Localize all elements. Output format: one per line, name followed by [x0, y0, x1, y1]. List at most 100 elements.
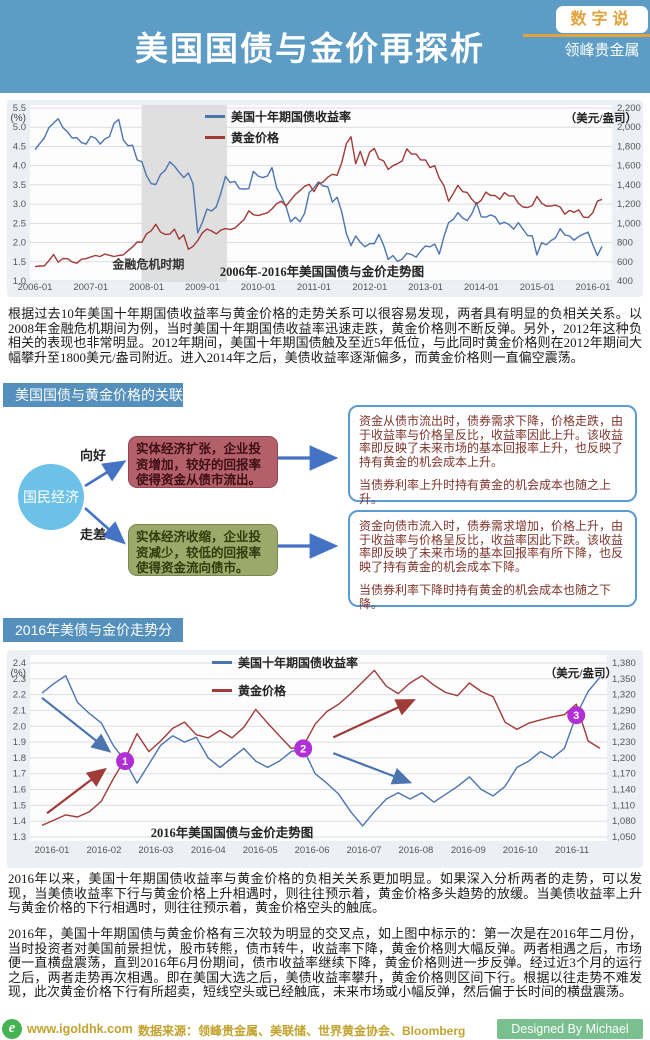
page-title: 美国国债与金价再探析 — [135, 32, 485, 68]
x-tick: 2008-01 — [129, 282, 164, 293]
cross-point-marker — [567, 706, 586, 725]
chart-2006-2016: 5.5 2,200 5.0 2,000 4.5 1,800 4.0 1,600 3.5 1,400… — [7, 100, 643, 297]
outflow-tail-text: 当债券利率上升时持有黄金的机会成本也随之上升。 — [359, 478, 612, 506]
x-tick: 2015-01 — [520, 282, 555, 293]
brand-name: 领峰贵金属 — [564, 43, 640, 59]
relation-diagram: 国民经济 向好 走差 实体经济扩张，企业投资增加，较好的回报率使得资金从债市流出… — [0, 405, 650, 612]
label-improve: 向好 — [80, 448, 107, 463]
cross-point-marker — [294, 739, 313, 758]
y-right-tick: 1,140 — [612, 785, 636, 796]
gold-line-swatch — [212, 689, 232, 692]
x-tick: 2016-09 — [451, 845, 486, 856]
x-tick: 2016-02 — [87, 845, 122, 856]
outflow-main-text: 资金从债市流出时，债券需求下降，价格走跌，由于收益率与价格呈反比，收益率因此上升… — [359, 414, 624, 469]
legend-label: 美国十年期国债收益率 — [231, 110, 352, 124]
inflow-tail-text: 当债券利率下降时持有黄金的机会成本也随之下降。 — [359, 583, 612, 611]
y-right-tick: 1,400 — [617, 180, 641, 191]
y-left-tick: 4.5 — [13, 141, 26, 152]
x-tick: 2016-04 — [191, 845, 226, 856]
y-right-tick: 1,800 — [617, 141, 641, 152]
y-right-tick: 1,600 — [617, 161, 641, 172]
arrow-good-icon — [84, 460, 127, 488]
y-right-tick: 1,380 — [612, 658, 636, 669]
x-tick: 2011-01 — [297, 282, 331, 293]
y-left-tick: 2.0 — [13, 721, 26, 732]
footer: e www.igoldhk.com 数据来源：领峰贵金属、美联储、世界黄金协会、… — [0, 1018, 650, 1040]
analysis-paragraph-2: 2016年，美国十年期国债与黄金价格有三次较为明显的交叉点，如上图中标示的：第一… — [8, 926, 642, 1000]
y-right-tick: 1,110 — [612, 800, 635, 811]
economy-expand-box: 实体经济扩张，企业投资增加，较好的回报率使得资金从债市流出。 — [128, 436, 278, 488]
y-right-tick: 1,170 — [612, 769, 636, 780]
analysis-paragraph-1: 2016年以来，美国十年期国债收益率与黄金价格的负相关关系更加明显。如果深入分析… — [8, 871, 642, 916]
unit-right-label: （美元/盎司） — [565, 111, 637, 125]
header: 美国国债与金价再探析 数字说 领峰贵金属 — [0, 0, 650, 93]
y-right-tick: 1,260 — [612, 721, 636, 732]
chart1-legend: 美国十年期国债收益率 黄金价格 — [205, 108, 351, 150]
y-left-tick: 1.9 — [13, 737, 26, 748]
x-tick: 2016-11 — [555, 845, 589, 856]
x-tick: 2010-01 — [241, 282, 276, 293]
unit-right-label: （美元/盎司） — [545, 666, 617, 680]
cross-point-number: 2 — [300, 743, 306, 755]
y-right-tick: 2,000 — [617, 122, 641, 133]
yield-line-swatch — [205, 115, 225, 118]
y-right-tick: 600 — [617, 257, 633, 268]
trend-arrow — [46, 767, 107, 815]
outflow-effect-box: 资金从债市流出时，债券需求下降，价格走跌，由于收益率与价格呈反比，收益率因此上升… — [348, 405, 637, 505]
gold-line — [34, 136, 603, 268]
section-header-2016: 2016年美债与金价走势分析 — [3, 618, 183, 662]
chart2-canvas: 2.4 1,380 2.3 1,350 2.2 1,320 2.1 1,290 2.0 1,260… — [10, 655, 636, 856]
legend-item-yield: 美国十年期国债收益率 — [212, 654, 358, 671]
y-left-tick: 1.7 — [13, 769, 26, 780]
y-left-tick: 2.0 — [13, 238, 26, 249]
legend-label: 黄金价格 — [238, 684, 287, 698]
x-tick: 2016-06 — [295, 845, 330, 856]
y-left-tick: 1.5 — [13, 257, 26, 268]
yield-line — [41, 675, 601, 827]
label-worsen: 走差 — [80, 527, 107, 542]
x-tick: 2016-08 — [398, 845, 433, 856]
plot-area — [30, 655, 607, 841]
e-browser-icon: e — [2, 1019, 22, 1039]
x-tick: 2009-01 — [185, 282, 220, 293]
y-right-tick: 800 — [617, 238, 633, 249]
y-left-tick: 2.2 — [13, 690, 26, 701]
y-left-tick: 2.5 — [13, 218, 26, 229]
data-source-text: 数据来源：领峰贵金属、美联储、世界黄金协会、Bloomberg — [138, 1024, 466, 1038]
chart2-legend: 美国十年期国债收益率 黄金价格 — [212, 654, 358, 710]
y-right-tick: 1,050 — [612, 832, 636, 843]
inflow-main-text: 资金向债市流入时，债券需求增加，价格上升，由于收益率与价格呈反比，收益率因此下跌… — [359, 519, 624, 574]
arrow-bad-icon — [84, 507, 126, 545]
x-tick: 2014-01 — [464, 282, 499, 293]
unit-left-label: (%) — [10, 668, 26, 679]
yield-line — [34, 118, 603, 263]
national-economy-node: 国民经济 — [18, 464, 84, 530]
legend-item-gold: 黄金价格 — [205, 129, 351, 146]
trend-arrow — [332, 752, 413, 785]
y-right-tick: 1,200 — [617, 199, 641, 210]
badge-underline — [523, 34, 650, 37]
unit-left-label: (%) — [10, 113, 26, 124]
y-left-tick: 1.3 — [13, 832, 26, 843]
intro-paragraph: 根据过去10年美国十年期国债收益率与黄金价格的走势关系可以很容易发现，两者具有明… — [8, 306, 642, 365]
diagram-arrows-canvas — [84, 445, 339, 559]
y-left-tick: 5.0 — [13, 122, 26, 133]
legend-label: 美国十年期国债收益率 — [238, 656, 359, 670]
y-left-tick: 5.5 — [13, 103, 26, 114]
crisis-band — [141, 105, 227, 282]
y-right-tick: 1,000 — [617, 218, 641, 229]
x-tick: 2016-01 — [35, 845, 70, 856]
y-right-tick: 1,080 — [612, 816, 636, 827]
legend-item-yield: 美国十年期国债收益率 — [205, 108, 351, 125]
chart1-caption: 2006年-2016年美国国债与金价走势图 — [219, 265, 425, 279]
y-right-tick: 1,320 — [612, 690, 636, 701]
trend-arrow — [41, 696, 112, 753]
gold-line-swatch — [205, 136, 225, 139]
y-left-tick: 1.4 — [13, 816, 26, 827]
x-tick: 2016-10 — [503, 845, 538, 856]
badge-shuzishuo: 数字说 — [556, 6, 648, 33]
legend-item-gold: 黄金价格 — [212, 682, 358, 699]
website-url: www.igoldhk.com — [27, 1022, 133, 1036]
y-right-tick: 1,230 — [612, 737, 636, 748]
